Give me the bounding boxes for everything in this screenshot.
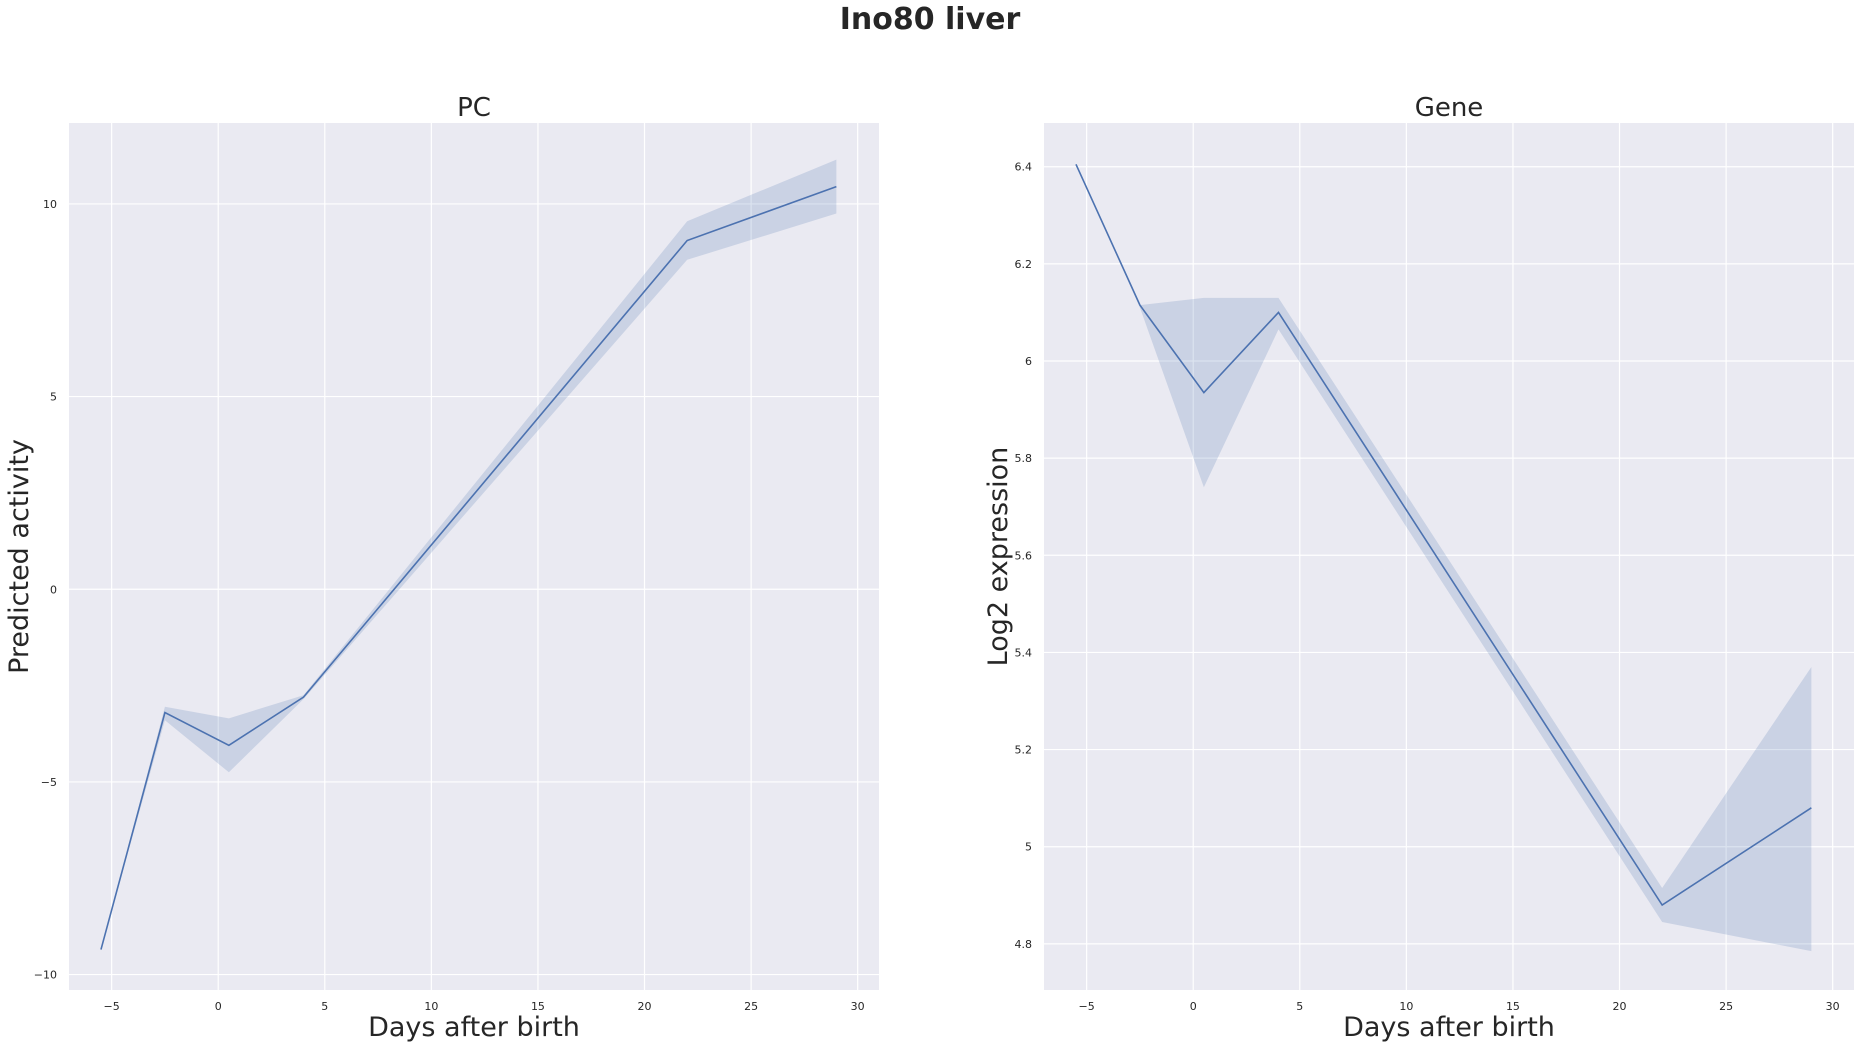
y-tick-label: −10 bbox=[34, 969, 57, 982]
y-tick-label: 5.6 bbox=[1015, 549, 1033, 562]
y-tick-label: 5 bbox=[50, 391, 57, 404]
y-tick-label: 4.8 bbox=[1015, 938, 1033, 951]
y-axis-label: Log2 expression bbox=[983, 447, 1014, 667]
plot-area bbox=[1044, 123, 1854, 990]
panel-title-pc: PC bbox=[457, 93, 491, 123]
x-tick-label: 15 bbox=[531, 1000, 545, 1013]
x-tick-label: 5 bbox=[321, 1000, 328, 1013]
x-tick-label: 30 bbox=[851, 1000, 865, 1013]
y-tick-label: 5.4 bbox=[1015, 646, 1033, 659]
y-tick-label: 5.2 bbox=[1015, 744, 1033, 757]
x-tick-label: 20 bbox=[638, 1000, 652, 1013]
y-tick-label: 5 bbox=[1025, 841, 1032, 854]
figure-title: Ino80 liver bbox=[839, 2, 1021, 37]
x-tick-label: 30 bbox=[1826, 1000, 1840, 1013]
y-tick-label: 0 bbox=[50, 583, 57, 596]
x-tick-label: −5 bbox=[1079, 1000, 1095, 1013]
x-tick-label: 0 bbox=[215, 1000, 222, 1013]
y-tick-label: 5.8 bbox=[1015, 452, 1033, 465]
y-tick-label: 6 bbox=[1025, 355, 1032, 368]
x-tick-label: 20 bbox=[1613, 1000, 1627, 1013]
chart-panel-pc: −5 0 5 10 15 20 25 30 −10 −5 0 5 10 PC Days after birt… bbox=[4, 93, 879, 1043]
chart-panel-gene: −5 0 5 10 15 20 25 30 4.8 5 5.2 5.4 5.6 5.8 6 6.2 6.4 Gen… bbox=[983, 93, 1854, 1043]
x-tick-label: 10 bbox=[1399, 1000, 1413, 1013]
plot-area bbox=[69, 123, 879, 990]
y-tick-label: 10 bbox=[43, 198, 57, 211]
panel-title-gene: Gene bbox=[1415, 93, 1484, 123]
x-tick-label: 25 bbox=[1719, 1000, 1733, 1013]
x-axis-label: Days after birth bbox=[368, 1012, 580, 1043]
y-tick-label: 6.2 bbox=[1015, 258, 1033, 271]
confidence-band bbox=[1075, 164, 1812, 952]
y-tick-label: 6.4 bbox=[1015, 161, 1033, 174]
x-tick-label: 25 bbox=[744, 1000, 758, 1013]
y-axis-label: Predicted activity bbox=[4, 439, 35, 674]
x-tick-label: −5 bbox=[104, 1000, 120, 1013]
x-tick-label: 10 bbox=[424, 1000, 438, 1013]
x-tick-label: 0 bbox=[1190, 1000, 1197, 1013]
x-tick-label: 15 bbox=[1506, 1000, 1520, 1013]
x-axis-label: Days after birth bbox=[1343, 1012, 1555, 1043]
x-tick-label: 5 bbox=[1296, 1000, 1303, 1013]
y-tick-label: −5 bbox=[41, 776, 57, 789]
series-line bbox=[1075, 163, 1812, 907]
series-line bbox=[100, 185, 837, 950]
